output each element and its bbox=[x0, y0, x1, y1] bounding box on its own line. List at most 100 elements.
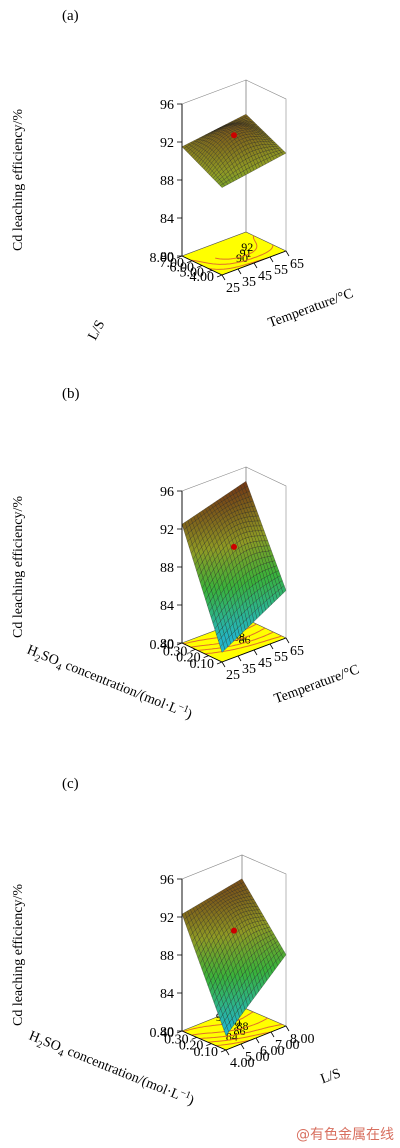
x-tick bbox=[253, 649, 258, 656]
x-tick bbox=[237, 655, 242, 662]
x-tick-label: 45 bbox=[258, 269, 272, 284]
y-tick-label: 0.30 bbox=[163, 644, 188, 659]
z-tick-label: 88 bbox=[160, 174, 174, 189]
x-axis-label: Temperature/°C bbox=[272, 662, 361, 707]
z-tick-label: 92 bbox=[160, 523, 174, 538]
y-axis-label-part: SO bbox=[41, 1034, 63, 1055]
y-tick-label: 0.10 bbox=[190, 657, 215, 672]
contour-label: 90 bbox=[236, 251, 248, 265]
y-axis-label-part: 4 bbox=[56, 1048, 65, 1060]
z-tick-label: 80 bbox=[160, 1025, 174, 1040]
design-point bbox=[231, 543, 237, 550]
y-axis-label-part: 2 bbox=[35, 1039, 44, 1051]
surface-plot-b: 86889092948084889296Cd leaching efficien… bbox=[11, 386, 361, 723]
y-tick-label: 0.10 bbox=[194, 1045, 219, 1060]
y-axis-label-part: 2 bbox=[33, 653, 42, 665]
x-tick-label: 45 bbox=[258, 656, 272, 671]
chart-panel-b: 86889092948084889296Cd leaching efficien… bbox=[0, 380, 400, 765]
y-tick-label: 5.00 bbox=[180, 265, 205, 280]
x-tick bbox=[270, 1031, 275, 1038]
design-point bbox=[231, 132, 237, 139]
contour-line bbox=[208, 257, 269, 270]
contour-label: 88 bbox=[237, 1019, 249, 1033]
surface-plot-c: 84868890928084889296Cd leaching efficien… bbox=[11, 776, 343, 1109]
contour-line bbox=[190, 244, 274, 265]
chart-panel-c: 84868890928084889296Cd leaching efficien… bbox=[0, 765, 400, 1148]
y-axis-label-part: concentration/(mol·L bbox=[60, 657, 180, 717]
x-tick-label: 35 bbox=[242, 662, 256, 677]
x-tick bbox=[221, 661, 226, 668]
y-tick bbox=[196, 265, 203, 268]
x-tick-label: 65 bbox=[290, 257, 304, 272]
x-tick-label: 55 bbox=[274, 263, 288, 278]
z-tick-label: 80 bbox=[160, 250, 174, 265]
y-tick bbox=[206, 1043, 212, 1047]
x-tick bbox=[269, 643, 274, 650]
y-tick bbox=[191, 1036, 197, 1040]
y-tick bbox=[176, 255, 183, 259]
x-tick-label: 55 bbox=[274, 650, 288, 665]
x-tick-label: 8.00 bbox=[290, 1032, 315, 1047]
z-tick-label: 92 bbox=[160, 136, 174, 151]
surface-mesh bbox=[181, 114, 287, 188]
z-tick-label: 80 bbox=[160, 637, 174, 652]
y-axis-label: L/S bbox=[86, 318, 109, 343]
y-tick-label: 4.00 bbox=[190, 270, 215, 285]
contour-line bbox=[191, 1017, 268, 1036]
z-tick-label: 96 bbox=[160, 98, 174, 113]
y-axis-label-part: SO bbox=[39, 648, 61, 669]
y-tick-label: 0.20 bbox=[176, 651, 201, 666]
y-tick bbox=[176, 1030, 183, 1034]
x-tick-label: 4.00 bbox=[230, 1056, 255, 1071]
contour-label: 92 bbox=[241, 240, 253, 254]
y-tick bbox=[190, 648, 196, 652]
surface-cell bbox=[223, 1026, 229, 1037]
contour-line bbox=[199, 1023, 283, 1040]
contour-line bbox=[215, 235, 258, 260]
z-axis-label: Cd leaching efficiency/% bbox=[11, 496, 26, 638]
x-tick bbox=[285, 1025, 290, 1032]
y-tick-label: 0.30 bbox=[164, 1032, 189, 1047]
y-axis-label-part: 4 bbox=[54, 662, 63, 674]
y-tick bbox=[176, 642, 183, 646]
y-tick bbox=[203, 655, 209, 659]
contour-line bbox=[207, 1031, 272, 1043]
contour-line bbox=[204, 635, 282, 655]
y-tick-label: 0.40 bbox=[150, 638, 175, 653]
x-tick bbox=[253, 262, 258, 269]
y-tick-label: 0.40 bbox=[150, 1026, 175, 1041]
y-axis-label-part: −1 bbox=[178, 1087, 192, 1101]
y-axis-label-part: ) bbox=[186, 1093, 196, 1109]
y-tick-label: 0.20 bbox=[179, 1039, 204, 1054]
design-point bbox=[231, 927, 237, 934]
y-axis-line bbox=[181, 1030, 227, 1051]
panel-label: (c) bbox=[62, 776, 79, 792]
y-axis-label-part: −1 bbox=[176, 701, 190, 715]
x-tick bbox=[221, 274, 226, 281]
y-axis-label-part: ) bbox=[184, 707, 194, 723]
z-tick-label: 84 bbox=[160, 212, 174, 227]
z-tick-label: 96 bbox=[160, 485, 174, 500]
y-tick bbox=[216, 661, 223, 665]
chart-panel-a: 90 91 92 80 84 88 92 96 Cd leaching efficiency/%… bbox=[0, 0, 400, 380]
x-tick bbox=[225, 1049, 230, 1056]
x-tick bbox=[255, 1037, 260, 1044]
x-tick bbox=[285, 637, 290, 644]
x-tick-label: 35 bbox=[242, 275, 256, 290]
z-tick-label: 88 bbox=[160, 561, 174, 576]
x-tick-label: 5.00 bbox=[245, 1050, 270, 1065]
y-tick-label: 6.00 bbox=[170, 261, 195, 276]
x-tick-label: 7.00 bbox=[275, 1038, 300, 1053]
x-tick-label: 65 bbox=[290, 644, 304, 659]
y-axis-line bbox=[181, 642, 223, 663]
surface-mesh bbox=[181, 481, 287, 653]
z-tick-label: 96 bbox=[160, 873, 174, 888]
x-tick-label: 25 bbox=[226, 281, 240, 296]
y-tick bbox=[206, 269, 213, 273]
surface-cell bbox=[220, 643, 226, 653]
y-tick bbox=[186, 260, 193, 264]
z-axis-label: Cd leaching efficiency/% bbox=[11, 109, 26, 251]
y-axis-label-part: concentration/(mol·L bbox=[62, 1043, 182, 1103]
